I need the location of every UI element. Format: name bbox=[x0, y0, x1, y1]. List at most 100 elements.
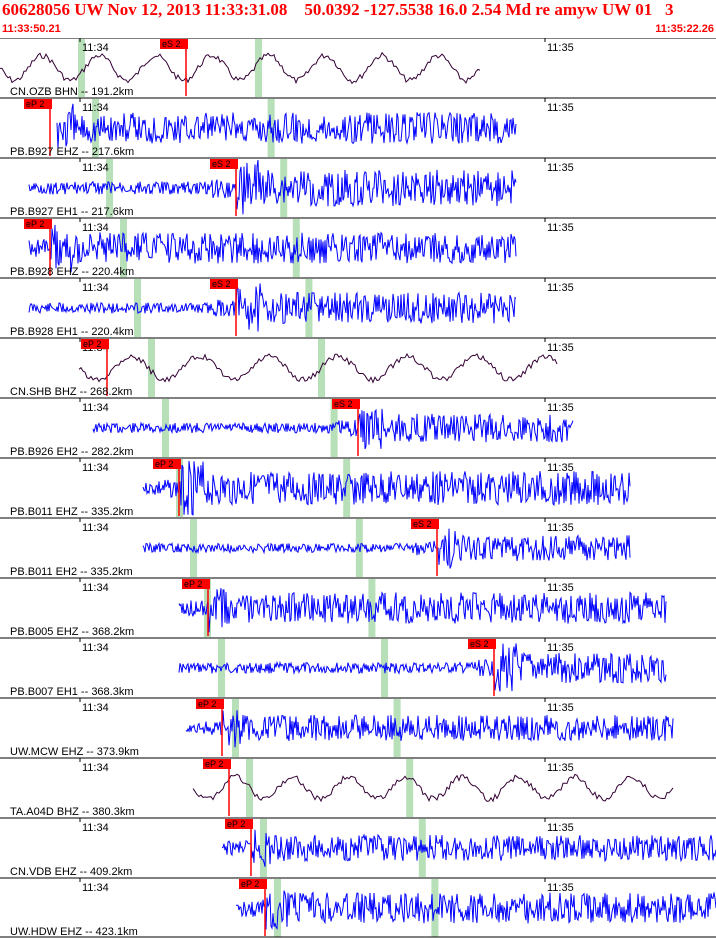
station-label: PB.B005 EHZ -- 368.2km bbox=[10, 626, 134, 638]
minute-band bbox=[148, 339, 155, 397]
seismogram-plot: 11:34 11:35 eS 2 CN.OZB BHN -- 191.2km 11:34… bbox=[0, 38, 716, 938]
phase-box bbox=[468, 639, 496, 649]
phase-box bbox=[24, 99, 52, 109]
phase-label: eP 2 bbox=[26, 99, 44, 109]
station-label: CN.OZB BHN -- 191.2km bbox=[10, 86, 133, 98]
minute-tick-label: 11:34 bbox=[82, 762, 109, 774]
minute-tick-label: 11:35 bbox=[547, 702, 574, 714]
phase-box bbox=[210, 159, 238, 169]
station-label: PB.B928 EHZ -- 220.4km bbox=[10, 266, 134, 278]
waveform-trace bbox=[192, 773, 674, 803]
event-title: 60628056 UW Nov 12, 2013 11:33:31.08 50.… bbox=[2, 0, 674, 19]
phase-box bbox=[196, 699, 224, 709]
waveform-trace bbox=[235, 890, 716, 931]
phase-box bbox=[182, 579, 210, 589]
minute-band bbox=[343, 459, 351, 517]
minute-tick-label: 11:34 bbox=[82, 402, 109, 414]
waveform-trace bbox=[28, 283, 517, 332]
phase-label: eP 2 bbox=[26, 219, 44, 229]
station-label: UW.HDW EHZ -- 423.1km bbox=[10, 926, 138, 938]
minute-tick-label: 11:35 bbox=[547, 462, 574, 474]
phase-box bbox=[160, 39, 188, 49]
minute-tick-label: 11:35 bbox=[547, 402, 574, 414]
phase-label: eS 2 bbox=[212, 159, 231, 169]
station-label: CN.SHB BHZ -- 268.2km bbox=[10, 386, 132, 398]
minute-band bbox=[260, 819, 267, 877]
minute-band bbox=[318, 339, 325, 397]
phase-label: eP 2 bbox=[155, 459, 173, 469]
waveform-trace bbox=[178, 588, 667, 633]
waveform-trace bbox=[78, 352, 558, 384]
station-label: PB.B007 EH1 -- 368.3km bbox=[10, 686, 134, 698]
waveform-trace bbox=[142, 460, 631, 516]
phase-label: eP 2 bbox=[184, 579, 202, 589]
station-label: PB.B928 EH1 -- 220.4km bbox=[10, 326, 134, 338]
minute-band bbox=[368, 579, 376, 637]
minute-tick-label: 11:35 bbox=[547, 882, 574, 894]
minute-tick-label: 11:35 bbox=[547, 642, 574, 654]
phase-box bbox=[411, 519, 439, 529]
phase-box bbox=[239, 879, 267, 889]
phase-label: eP 2 bbox=[198, 699, 216, 709]
minute-band bbox=[393, 699, 401, 757]
minute-band bbox=[305, 279, 313, 337]
station-label: PB.B011 EHZ -- 335.2km bbox=[10, 506, 133, 518]
minute-tick-label: 11:34 bbox=[82, 222, 109, 234]
minute-band bbox=[120, 219, 127, 277]
minute-band bbox=[246, 759, 253, 817]
minute-tick-label: 11:35 bbox=[547, 282, 574, 294]
minute-tick-label: 11:34 bbox=[82, 102, 109, 114]
waveform-trace bbox=[92, 408, 574, 450]
phase-label: eP 2 bbox=[227, 819, 245, 829]
phase-label: eS 2 bbox=[470, 639, 489, 649]
minute-tick-label: 11:35 bbox=[547, 222, 574, 234]
waveform-trace bbox=[56, 103, 517, 149]
station-label: PB.B927 EH1 -- 217.6km bbox=[10, 206, 134, 218]
station-label: PB.B011 EH2 -- 335.2km bbox=[10, 566, 133, 578]
phase-box bbox=[153, 459, 181, 469]
minute-tick-label: 11:35 bbox=[547, 582, 574, 594]
phase-box bbox=[24, 219, 52, 229]
phase-box bbox=[332, 399, 360, 409]
station-label: TA.A04D BHZ -- 380.3km bbox=[10, 806, 135, 818]
minute-tick-label: 11:34 bbox=[82, 282, 109, 294]
phase-box bbox=[210, 279, 238, 289]
minute-band bbox=[274, 879, 281, 937]
window-start-time: 11:33:50.21 bbox=[2, 23, 61, 35]
waveform-trace bbox=[28, 159, 517, 215]
minute-tick-label: 11:34 bbox=[82, 882, 109, 894]
minute-band bbox=[106, 159, 113, 217]
phase-label: eS 2 bbox=[334, 399, 353, 409]
minute-tick-label: 11:34 bbox=[82, 642, 109, 654]
minute-tick-label: 11:35 bbox=[547, 342, 574, 354]
phase-label: eP 2 bbox=[205, 759, 223, 769]
minute-band bbox=[431, 879, 439, 937]
waveform-trace bbox=[142, 528, 631, 569]
minute-band bbox=[255, 39, 262, 97]
phase-label: eS 2 bbox=[413, 519, 432, 529]
event-header: 60628056 UW Nov 12, 2013 11:33:31.08 50.… bbox=[0, 0, 716, 38]
minute-tick-label: 11:35 bbox=[547, 822, 574, 834]
phase-box bbox=[203, 759, 231, 769]
minute-band bbox=[280, 159, 288, 217]
station-label: PB.B927 EHZ -- 217.6km bbox=[10, 146, 134, 158]
minute-band bbox=[78, 39, 85, 97]
waveform-trace bbox=[0, 51, 481, 85]
window-end-time: 11:35:22.26 bbox=[655, 23, 714, 35]
phase-label: eS 2 bbox=[162, 39, 181, 49]
minute-tick-label: 11:34 bbox=[82, 522, 109, 534]
minute-tick-label: 11:35 bbox=[547, 762, 574, 774]
minute-band bbox=[406, 759, 414, 817]
minute-tick-label: 11:34 bbox=[82, 42, 109, 54]
minute-tick-label: 11:34 bbox=[82, 822, 109, 834]
minute-tick-label: 11:34 bbox=[82, 582, 109, 594]
station-label: PB.B926 EH2 -- 282.2km bbox=[10, 446, 134, 458]
phase-box bbox=[225, 819, 253, 829]
waveform-trace bbox=[185, 710, 674, 748]
minute-tick-label: 11:34 bbox=[82, 702, 109, 714]
waveform-trace bbox=[221, 829, 716, 867]
station-label: UW.MCW EHZ -- 373.9km bbox=[10, 746, 139, 758]
minute-tick-label: 11:35 bbox=[547, 162, 574, 174]
station-label: CN.VDB EHZ -- 409.2km bbox=[10, 866, 132, 878]
minute-tick-label: 11:35 bbox=[547, 522, 574, 534]
